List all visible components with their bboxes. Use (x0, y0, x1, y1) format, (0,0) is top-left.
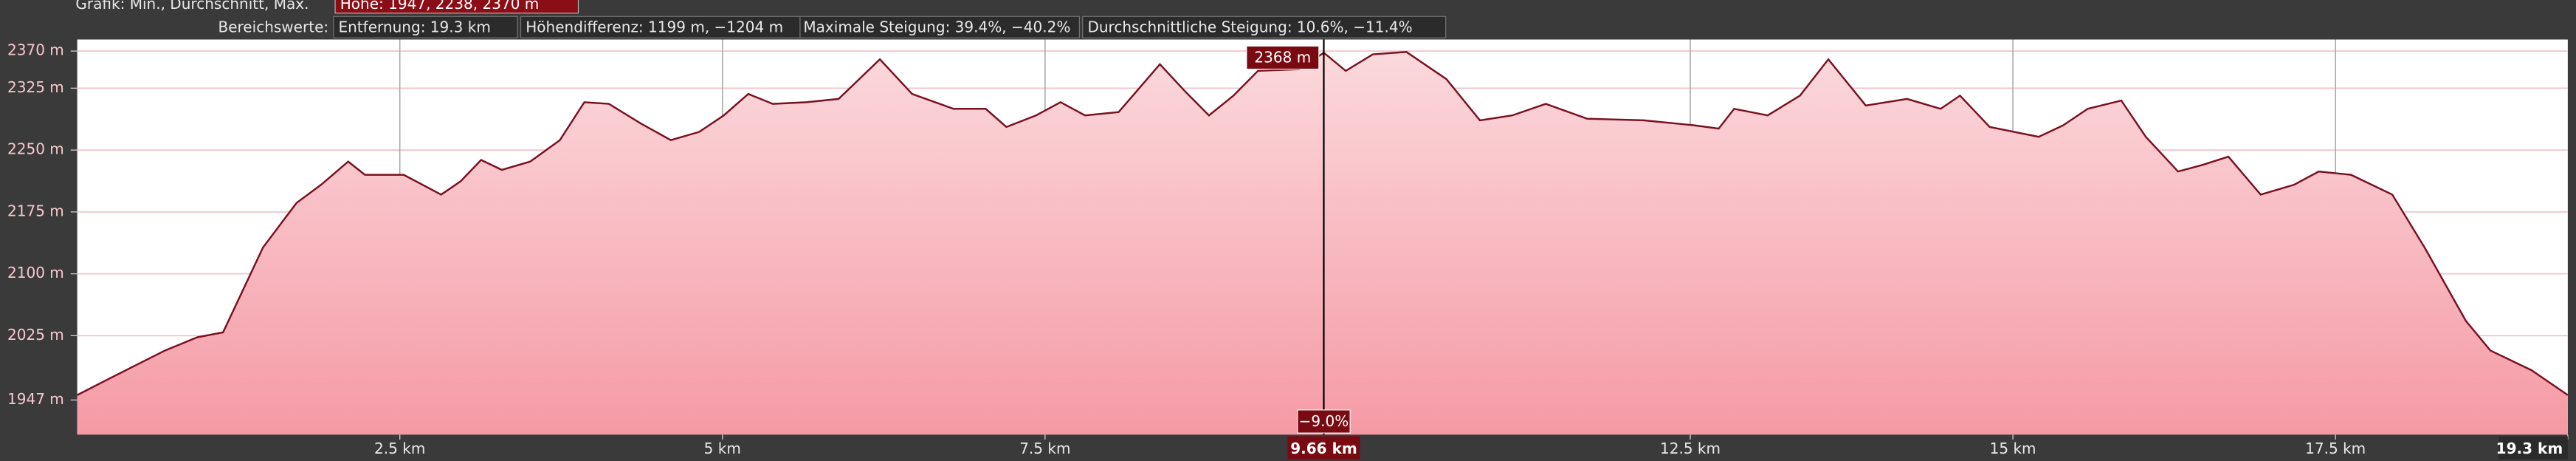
range-label: Bereichswerte: (218, 18, 328, 35)
x-tick-label: 2.5 km (374, 440, 425, 457)
x-tick-label: 5 km (704, 440, 741, 457)
cursor-x-box (1287, 436, 1360, 460)
y-tick-label: 2250 m (7, 140, 64, 158)
info-box (799, 16, 1080, 38)
elevation-line (77, 50, 2569, 396)
height-box (334, 0, 579, 14)
x-tick-label: 17.5 km (2305, 440, 2366, 457)
y-tick-label: 2025 m (7, 326, 64, 344)
cursor-slope-box (1297, 409, 1351, 434)
max-slope: Maximale Steigung: 39.4%, −40.2% (803, 18, 1070, 35)
height-stats: Höhe: 1947, 2238, 2370 m (340, 0, 540, 13)
x-tick-label: 12.5 km (1660, 440, 1721, 457)
avg-slope: Durchschnittliche Steigung: 10.6%, −11.4… (1087, 18, 1412, 35)
info-box (333, 16, 518, 38)
y-tick-label: 2175 m (7, 202, 64, 219)
cursor-value-label: 2368 m (1254, 49, 1311, 66)
y-tick-label: 2370 m (7, 41, 64, 59)
y-tick-label: 2325 m (7, 78, 64, 96)
x-tick-label: 19.3 km (2496, 440, 2563, 457)
plot: 2368 m −9.0% (77, 39, 2569, 435)
axes: 1947 m 2025 m 2100 m 2175 m 2250 m 2325 m 2370… (0, 41, 2576, 461)
distance: Entfernung: 19.3 km (339, 18, 491, 35)
cursor-value-box (1246, 45, 1320, 70)
x-tick-label: 15 km (1990, 440, 2036, 457)
info-box (1082, 16, 1447, 38)
cursor-x-label: 9.66 km (1290, 440, 1357, 457)
y-tick-label: 1947 m (7, 390, 64, 408)
graph-label: Grafik: Min., Durchschnitt, Max. (75, 0, 309, 13)
area-fill (77, 52, 2568, 435)
x-end-box (2498, 436, 2568, 460)
height-diff: Höhendifferenz: 1199 m, −1204 m (526, 18, 783, 35)
cursor-slope-label: −9.0% (1299, 412, 1349, 430)
x-tick-label: 7.5 km (1019, 440, 1070, 457)
y-tick-label: 2100 m (7, 264, 64, 281)
